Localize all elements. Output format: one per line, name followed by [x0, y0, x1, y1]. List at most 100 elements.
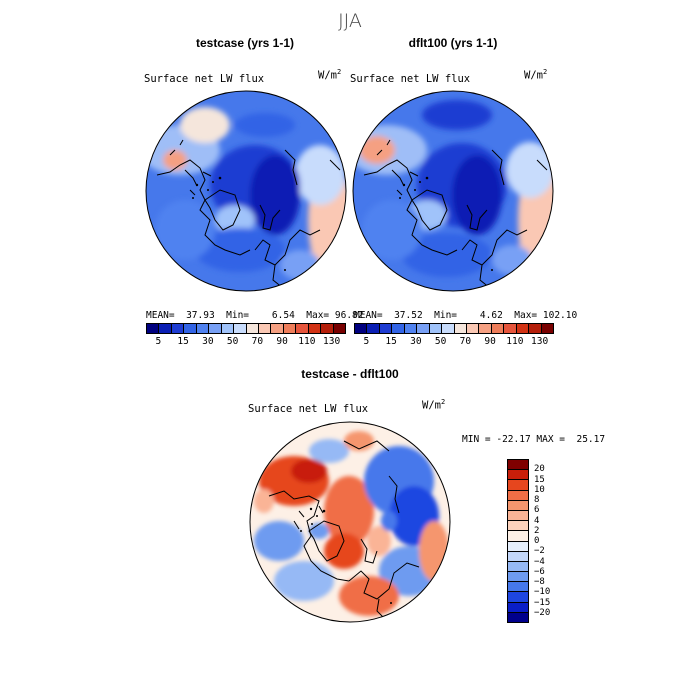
mean-label-testcase: MEAN= — [146, 310, 175, 321]
colorbar-swatch — [209, 324, 222, 333]
colorbar-swatch — [508, 510, 528, 522]
stats-diff: MIN = -22.17 MAX = 25.17 — [462, 434, 605, 445]
polar-map-diff — [249, 421, 451, 623]
colorbar-swatch — [541, 324, 553, 333]
max-value-testcase: 96.82 — [334, 310, 364, 321]
colorbar-tick-label: 130 — [531, 336, 549, 347]
colorbar-tick-label: −10 — [534, 587, 551, 598]
colorbar-swatch — [466, 324, 480, 333]
colorbar-swatch — [508, 480, 528, 491]
units-label-dflt100: W/m2 — [524, 68, 548, 82]
variable-label-diff: Surface net LW flux — [248, 403, 369, 415]
max-label-diff: MAX = — [536, 434, 566, 445]
colorbar-tick-label: 5 — [155, 336, 162, 347]
colorbar-swatch — [508, 490, 528, 501]
colorbar-tick-label: 50 — [226, 336, 239, 347]
variable-label-dflt100: Surface net LW flux — [350, 73, 471, 85]
colorbar-swatch — [429, 324, 443, 333]
colorbar-tick-label: 6 — [534, 505, 540, 516]
colorbar-swatch — [404, 324, 418, 333]
colorbar-swatch — [508, 602, 528, 613]
colorbar-swatch — [508, 500, 528, 511]
colorbar-tick-label: 30 — [202, 336, 214, 347]
colorbar-tick-label: −6 — [534, 566, 545, 577]
colorbar-swatch — [508, 572, 528, 583]
mean-value-testcase: 37.93 — [186, 310, 215, 321]
colorbar-swatch — [367, 324, 380, 333]
colorbar-swatch — [454, 324, 467, 333]
colorbar-swatch — [321, 324, 334, 333]
colorbar-tick-label: −15 — [534, 597, 551, 608]
min-value-testcase: 6.54 — [271, 310, 295, 321]
colorbar-tick-label: 90 — [484, 336, 496, 347]
colorbar-swatch — [491, 324, 505, 333]
panel-title-diff: testcase - dflt100 — [301, 367, 399, 381]
mean-label-dflt100: MEAN= — [354, 310, 383, 321]
colorbar-swatch — [333, 324, 345, 333]
colorbar-swatch — [417, 324, 430, 333]
colorbar-swatch — [508, 531, 528, 542]
colorbar-swatch — [196, 324, 210, 333]
colorbar-swatch — [308, 324, 322, 333]
panel-title-dflt100: dflt100 (yrs 1-1) — [408, 36, 498, 50]
colorbar-testcase — [146, 323, 346, 334]
colorbar-swatch — [529, 324, 542, 333]
max-value-diff: 25.17 — [576, 434, 606, 445]
colorbar-tick-label: 15 — [534, 474, 545, 485]
colorbar-swatch — [508, 561, 528, 573]
colorbar-tick-label: 5 — [363, 336, 370, 347]
figure-title: JJA — [338, 10, 362, 32]
colorbar-tick-label: 10 — [534, 484, 545, 495]
colorbar-swatch — [508, 470, 528, 481]
colorbar-swatch — [147, 324, 160, 333]
colorbar-swatch — [258, 324, 272, 333]
colorbar-swatch — [271, 324, 284, 333]
stats-testcase: MEAN= 37.93 Min= 6.54 Max= 96.82 — [146, 310, 363, 321]
min-value-diff: -22.17 — [496, 434, 531, 445]
min-value-dflt100: 4.62 — [479, 310, 503, 321]
colorbar-tick-label: 8 — [534, 495, 540, 505]
colorbar-swatch — [508, 541, 528, 552]
colorbar-swatch — [508, 521, 528, 532]
units-label-diff: W/m2 — [422, 398, 446, 412]
colorbar-labels-dflt100: 5 15 30 50 70 90 110 130 — [354, 336, 552, 348]
max-value-dflt100: 102.10 — [542, 310, 578, 321]
colorbar-tick-label: 90 — [276, 336, 288, 347]
colorbar-tick-label: 15 — [177, 336, 189, 347]
colorbar-swatch — [516, 324, 530, 333]
colorbar-tick-label: −2 — [534, 546, 545, 557]
colorbar-tick-label: −4 — [534, 556, 545, 567]
colorbar-swatch — [379, 324, 393, 333]
colorbar-tick-label: 50 — [434, 336, 447, 347]
variable-label-testcase: Surface net LW flux — [144, 73, 265, 85]
colorbar-swatch — [479, 324, 492, 333]
colorbar-tick-label: 0 — [534, 536, 540, 546]
colorbar-swatch — [171, 324, 185, 333]
colorbar-labels-diff: 20 15 10 8 6 4 2 0 −2 −4 −6 −8 −10 −15 −20 — [534, 459, 574, 623]
colorbar-tick-label: 20 — [534, 464, 545, 475]
colorbar-swatch — [159, 324, 172, 333]
colorbar-swatch — [296, 324, 309, 333]
units-label-testcase: W/m2 — [318, 68, 342, 82]
colorbar-swatch — [508, 551, 528, 562]
colorbar-labels-testcase: 5 15 30 50 70 90 110 130 — [146, 336, 344, 348]
colorbar-swatch — [508, 592, 528, 603]
colorbar-swatch — [504, 324, 517, 333]
colorbar-tick-label: −8 — [534, 577, 545, 587]
max-label-dflt100: Max= — [514, 310, 538, 321]
colorbar-swatch — [508, 460, 528, 471]
colorbar-tick-label: 30 — [410, 336, 422, 347]
min-label-diff: MIN = — [462, 434, 491, 445]
colorbar-tick-label: −20 — [534, 607, 551, 618]
colorbar-dflt100 — [354, 323, 554, 334]
colorbar-tick-label: 2 — [534, 525, 540, 536]
polar-map-testcase — [145, 90, 347, 292]
min-label-testcase: Min= — [226, 310, 250, 321]
colorbar-tick-label: 110 — [506, 336, 524, 347]
colorbar-swatch — [283, 324, 297, 333]
colorbar-tick-label: 70 — [459, 336, 472, 347]
stats-dflt100: MEAN= 37.52 Min= 4.62 Max= 102.10 — [354, 310, 577, 321]
colorbar-tick-label: 70 — [251, 336, 264, 347]
colorbar-swatch — [392, 324, 405, 333]
max-label-testcase: Max= — [306, 310, 330, 321]
